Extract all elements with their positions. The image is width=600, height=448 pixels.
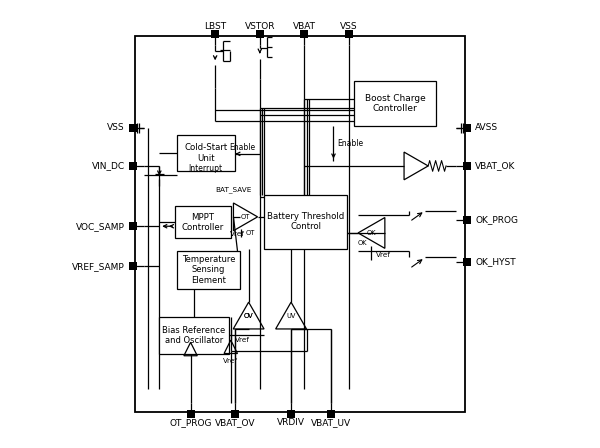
Text: UV: UV <box>286 313 296 319</box>
Text: OT: OT <box>241 214 250 220</box>
Text: VIN_DC: VIN_DC <box>92 161 125 170</box>
FancyBboxPatch shape <box>177 251 240 289</box>
Bar <box>187 410 194 418</box>
Text: Vref: Vref <box>235 337 250 344</box>
Text: Cold-Start
Unit: Cold-Start Unit <box>185 143 228 163</box>
Text: LBST: LBST <box>204 22 226 31</box>
Text: Vref: Vref <box>223 358 238 364</box>
Text: Temperature
Sensing
Element: Temperature Sensing Element <box>182 255 235 284</box>
Text: OV: OV <box>244 313 253 319</box>
Text: Boost Charge
Controller: Boost Charge Controller <box>365 94 425 113</box>
Text: VOC_SAMP: VOC_SAMP <box>76 222 125 231</box>
Text: VSS: VSS <box>340 22 358 31</box>
Text: OT: OT <box>245 230 254 236</box>
Text: VBAT_OK: VBAT_OK <box>475 161 515 170</box>
Bar <box>256 30 264 38</box>
Bar <box>128 222 137 230</box>
Text: OK_PROG: OK_PROG <box>475 215 518 224</box>
Bar <box>287 410 295 418</box>
Bar <box>231 410 239 418</box>
Bar <box>463 215 472 224</box>
Text: VBAT: VBAT <box>293 22 316 31</box>
Bar <box>463 258 472 266</box>
Text: AVSS: AVSS <box>475 124 498 133</box>
Text: Enable: Enable <box>337 139 363 148</box>
Text: Vref: Vref <box>376 252 391 258</box>
Bar <box>345 30 353 38</box>
Text: Interrupt: Interrupt <box>188 164 223 172</box>
Text: VREF_SAMP: VREF_SAMP <box>72 262 125 271</box>
Text: MPPT
Controller: MPPT Controller <box>182 212 224 232</box>
FancyBboxPatch shape <box>160 317 229 353</box>
FancyBboxPatch shape <box>135 36 465 412</box>
Text: Battery Threshold
Control: Battery Threshold Control <box>267 212 344 232</box>
Text: OV: OV <box>244 313 253 319</box>
Bar <box>211 30 219 38</box>
Text: BAT_SAVE: BAT_SAVE <box>215 186 251 193</box>
Bar <box>463 124 472 132</box>
FancyBboxPatch shape <box>353 81 436 126</box>
FancyBboxPatch shape <box>177 135 235 171</box>
Text: VRDIV: VRDIV <box>277 418 305 427</box>
Bar <box>128 263 137 271</box>
Text: Enable: Enable <box>229 142 255 152</box>
FancyBboxPatch shape <box>175 206 231 238</box>
Text: VBAT_UV: VBAT_UV <box>311 418 352 427</box>
Text: VBAT_OV: VBAT_OV <box>215 418 256 427</box>
Bar <box>128 162 137 170</box>
Bar <box>463 162 472 170</box>
Text: Vref: Vref <box>230 231 245 237</box>
Bar <box>301 30 308 38</box>
Text: Bias Reference
and Oscillator: Bias Reference and Oscillator <box>163 326 226 345</box>
Text: VSS: VSS <box>107 124 125 133</box>
Bar <box>128 124 137 132</box>
Text: OK: OK <box>367 230 376 236</box>
Bar <box>327 410 335 418</box>
FancyBboxPatch shape <box>264 195 347 249</box>
Text: OT_PROG: OT_PROG <box>169 418 212 427</box>
Text: OK: OK <box>358 240 367 246</box>
Text: OK_HYST: OK_HYST <box>475 258 515 267</box>
Text: VSTOR: VSTOR <box>245 22 275 31</box>
